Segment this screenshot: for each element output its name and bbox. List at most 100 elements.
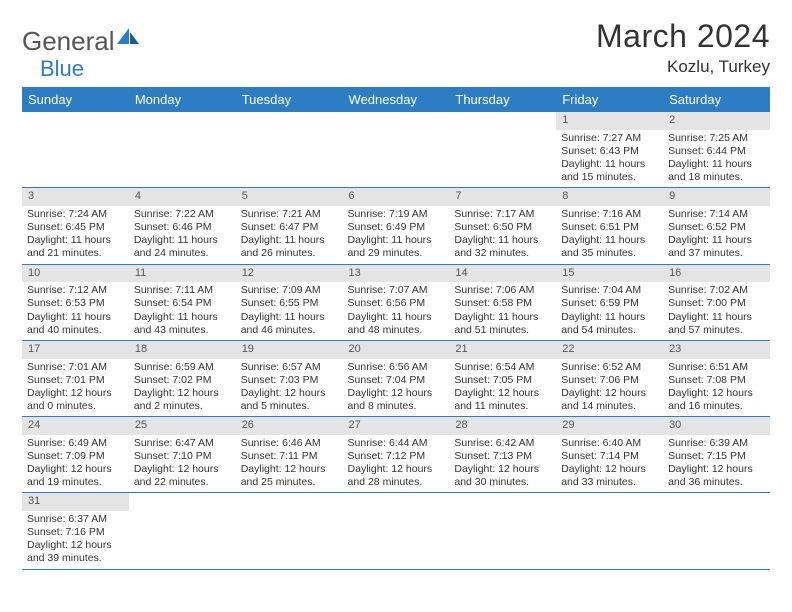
day-number (343, 112, 450, 130)
calendar-head: SundayMondayTuesdayWednesdayThursdayFrid… (22, 87, 770, 112)
calendar-cell: 6Sunrise: 7:19 AMSunset: 6:49 PMDaylight… (343, 188, 450, 264)
day-number: 25 (129, 417, 236, 435)
sun-line: Sunrise: 7:02 AM (668, 284, 765, 297)
cell-body: Sunrise: 7:17 AMSunset: 6:50 PMDaylight:… (449, 206, 556, 264)
cell-body: Sunrise: 6:49 AMSunset: 7:09 PMDaylight:… (22, 435, 129, 493)
day-number: 19 (236, 341, 343, 359)
day-number: 18 (129, 341, 236, 359)
sun-line: Sunset: 6:50 PM (454, 221, 551, 234)
sun-line: Daylight: 12 hours (348, 387, 445, 400)
day-number: 7 (449, 188, 556, 206)
sun-line: Sunrise: 6:46 AM (241, 437, 338, 450)
calendar-cell (236, 493, 343, 569)
sun-line: Sunset: 6:51 PM (561, 221, 658, 234)
calendar-table: SundayMondayTuesdayWednesdayThursdayFrid… (22, 87, 770, 570)
sun-line: Sunset: 6:58 PM (454, 297, 551, 310)
sun-line: Daylight: 11 hours (134, 311, 231, 324)
calendar-body: 1Sunrise: 7:27 AMSunset: 6:43 PMDaylight… (22, 112, 770, 569)
sun-line: Daylight: 11 hours (134, 234, 231, 247)
sun-line: Sunset: 6:45 PM (27, 221, 124, 234)
cell-body: Sunrise: 7:09 AMSunset: 6:55 PMDaylight:… (236, 282, 343, 340)
calendar-cell: 27Sunrise: 6:44 AMSunset: 7:12 PMDayligh… (343, 417, 450, 493)
page-header: General March 2024 Kozlu, Turkey (22, 18, 770, 77)
sun-line: Daylight: 12 hours (27, 463, 124, 476)
day-number (236, 493, 343, 511)
cell-body: Sunrise: 6:40 AMSunset: 7:14 PMDaylight:… (556, 435, 663, 493)
day-header: Friday (556, 87, 663, 112)
sun-line: Sunset: 7:03 PM (241, 374, 338, 387)
cell-body (129, 130, 236, 135)
sun-line: Sunrise: 7:27 AM (561, 132, 658, 145)
cell-body: Sunrise: 7:01 AMSunset: 7:01 PMDaylight:… (22, 359, 129, 417)
sun-line: Sunset: 7:09 PM (27, 450, 124, 463)
calendar-week: 31Sunrise: 6:37 AMSunset: 7:16 PMDayligh… (22, 493, 770, 569)
sun-line: and 2 minutes. (134, 400, 231, 413)
sun-line: Daylight: 11 hours (241, 311, 338, 324)
cell-body: Sunrise: 6:46 AMSunset: 7:11 PMDaylight:… (236, 435, 343, 493)
sun-line: and 54 minutes. (561, 324, 658, 337)
sun-line: Daylight: 11 hours (561, 158, 658, 171)
day-header: Thursday (449, 87, 556, 112)
calendar-cell: 14Sunrise: 7:06 AMSunset: 6:58 PMDayligh… (449, 264, 556, 340)
sun-line: and 30 minutes. (454, 476, 551, 489)
sun-line: Daylight: 11 hours (668, 158, 765, 171)
sun-line: and 16 minutes. (668, 400, 765, 413)
sun-line: and 40 minutes. (27, 324, 124, 337)
calendar-cell: 24Sunrise: 6:49 AMSunset: 7:09 PMDayligh… (22, 417, 129, 493)
day-number: 28 (449, 417, 556, 435)
calendar-cell (343, 493, 450, 569)
calendar-cell: 2Sunrise: 7:25 AMSunset: 6:44 PMDaylight… (663, 112, 770, 188)
sun-line: Sunset: 6:55 PM (241, 297, 338, 310)
day-number (22, 112, 129, 130)
sun-line: Sunrise: 6:49 AM (27, 437, 124, 450)
sun-line: and 32 minutes. (454, 247, 551, 260)
calendar-cell: 12Sunrise: 7:09 AMSunset: 6:55 PMDayligh… (236, 264, 343, 340)
sun-line: Daylight: 11 hours (561, 311, 658, 324)
sun-line: Sunset: 7:08 PM (668, 374, 765, 387)
sun-line: and 39 minutes. (27, 552, 124, 565)
day-number (449, 112, 556, 130)
sun-line: Sunrise: 6:37 AM (27, 513, 124, 526)
sun-line: Sunset: 7:15 PM (668, 450, 765, 463)
cell-body: Sunrise: 6:59 AMSunset: 7:02 PMDaylight:… (129, 359, 236, 417)
sun-line: Sunrise: 7:17 AM (454, 208, 551, 221)
sun-line: and 43 minutes. (134, 324, 231, 337)
sun-line: Sunset: 7:02 PM (134, 374, 231, 387)
day-number: 26 (236, 417, 343, 435)
sun-line: and 48 minutes. (348, 324, 445, 337)
cell-body: Sunrise: 6:47 AMSunset: 7:10 PMDaylight:… (129, 435, 236, 493)
sun-line: Daylight: 12 hours (454, 387, 551, 400)
day-header: Monday (129, 87, 236, 112)
sun-line: and 14 minutes. (561, 400, 658, 413)
cell-body (129, 511, 236, 516)
day-number: 29 (556, 417, 663, 435)
sun-line: Sunset: 7:06 PM (561, 374, 658, 387)
sun-line: Daylight: 12 hours (27, 387, 124, 400)
cell-body (449, 511, 556, 516)
calendar-cell: 31Sunrise: 6:37 AMSunset: 7:16 PMDayligh… (22, 493, 129, 569)
calendar-cell (556, 493, 663, 569)
cell-body (663, 511, 770, 516)
brand-text-1: General (22, 26, 115, 57)
brand-logo: General (22, 26, 145, 57)
sun-line: Sunset: 6:54 PM (134, 297, 231, 310)
calendar-cell (129, 493, 236, 569)
month-title: March 2024 (596, 18, 770, 55)
day-number: 17 (22, 341, 129, 359)
cell-body: Sunrise: 6:57 AMSunset: 7:03 PMDaylight:… (236, 359, 343, 417)
day-header: Wednesday (343, 87, 450, 112)
sun-line: Sunrise: 7:14 AM (668, 208, 765, 221)
day-number: 20 (343, 341, 450, 359)
calendar-cell: 1Sunrise: 7:27 AMSunset: 6:43 PMDaylight… (556, 112, 663, 188)
day-header: Saturday (663, 87, 770, 112)
cell-body: Sunrise: 7:16 AMSunset: 6:51 PMDaylight:… (556, 206, 663, 264)
day-number: 5 (236, 188, 343, 206)
day-number: 15 (556, 265, 663, 283)
calendar-cell: 25Sunrise: 6:47 AMSunset: 7:10 PMDayligh… (129, 417, 236, 493)
calendar-week: 24Sunrise: 6:49 AMSunset: 7:09 PMDayligh… (22, 417, 770, 493)
sun-line: and 51 minutes. (454, 324, 551, 337)
sun-line: and 0 minutes. (27, 400, 124, 413)
sun-line: Sunrise: 6:52 AM (561, 361, 658, 374)
sun-line: Sunset: 7:11 PM (241, 450, 338, 463)
sun-line: Sunrise: 6:59 AM (134, 361, 231, 374)
